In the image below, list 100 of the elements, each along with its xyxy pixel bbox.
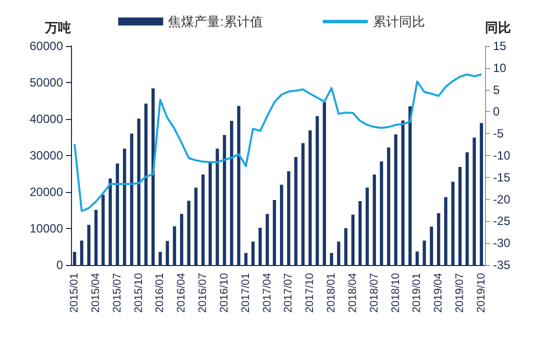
bar bbox=[216, 148, 219, 265]
y2-tick-label: -35 bbox=[493, 258, 511, 272]
bar bbox=[108, 178, 112, 265]
x-tick-label: 2015/10 bbox=[132, 273, 145, 313]
y-tick-label: 60000 bbox=[30, 39, 64, 53]
bar bbox=[258, 228, 262, 265]
y-axis-title: 万吨 bbox=[44, 20, 71, 35]
bar bbox=[366, 188, 369, 265]
bar bbox=[294, 156, 298, 265]
x-tick-label: 2018/07 bbox=[368, 273, 380, 313]
bar bbox=[287, 171, 290, 265]
bar bbox=[280, 184, 284, 265]
x-tick-label: 2017/10 bbox=[304, 273, 316, 313]
bar bbox=[337, 242, 340, 265]
x-tick-label: 2018/04 bbox=[346, 273, 359, 313]
y2-tick-label: 0 bbox=[493, 104, 500, 119]
legend-label: 累计同比 bbox=[372, 14, 425, 29]
bar bbox=[187, 200, 190, 265]
bar bbox=[301, 143, 305, 265]
y2-tick-label: -30 bbox=[493, 236, 511, 250]
y2-tick-label: -25 bbox=[493, 214, 511, 228]
y-tick-label: 40000 bbox=[30, 112, 64, 126]
bar bbox=[116, 164, 120, 265]
bar bbox=[122, 148, 126, 265]
bar bbox=[408, 106, 412, 265]
bar bbox=[372, 174, 376, 265]
bar bbox=[130, 134, 134, 265]
bar bbox=[444, 197, 448, 265]
bar bbox=[351, 214, 355, 265]
x-tick-label: 2016/01 bbox=[154, 273, 166, 313]
bar bbox=[244, 252, 248, 265]
y2-tick-label: -5 bbox=[493, 126, 504, 141]
bar bbox=[458, 166, 462, 265]
y2-tick-label: -10 bbox=[493, 148, 511, 162]
x-tick-label: 2019/04 bbox=[432, 273, 445, 313]
x-tick-label: 2018/10 bbox=[390, 273, 402, 313]
y-tick-label: 10000 bbox=[30, 222, 64, 236]
bar bbox=[201, 174, 205, 265]
bar bbox=[322, 102, 326, 265]
bar bbox=[422, 240, 426, 265]
bar bbox=[87, 224, 90, 265]
legend-label: 焦煤产量:累计值 bbox=[168, 14, 263, 29]
x-tick-label: 2018/01 bbox=[326, 273, 338, 313]
y2-tick-label: 15 bbox=[493, 39, 507, 53]
y2-axis-title: 同比 bbox=[485, 20, 511, 35]
bar bbox=[416, 251, 419, 265]
bar bbox=[180, 214, 184, 265]
bar bbox=[266, 214, 269, 265]
y2-tick-label: 5 bbox=[493, 82, 500, 97]
bar bbox=[436, 213, 440, 265]
y2-tick-label: -20 bbox=[493, 192, 511, 206]
x-tick-label: 2016/10 bbox=[218, 273, 230, 313]
x-tick-label: 2017/07 bbox=[282, 273, 295, 313]
bar bbox=[480, 123, 484, 265]
bar bbox=[144, 104, 148, 265]
bar bbox=[222, 135, 226, 265]
bar bbox=[137, 118, 140, 265]
bar bbox=[208, 162, 212, 265]
bar bbox=[344, 228, 348, 265]
x-tick-label: 2019/07 bbox=[454, 273, 466, 313]
line-series bbox=[74, 73, 482, 212]
x-tick-label: 2016/04 bbox=[176, 273, 188, 313]
bar bbox=[272, 200, 276, 265]
bar bbox=[158, 252, 162, 265]
bar bbox=[316, 116, 319, 265]
bar bbox=[330, 252, 334, 265]
bar bbox=[401, 120, 405, 265]
bar bbox=[237, 106, 240, 265]
bar bbox=[308, 130, 312, 265]
y-tick-label: 0 bbox=[56, 258, 64, 272]
bar bbox=[172, 226, 176, 265]
bar bbox=[472, 138, 476, 265]
bar bbox=[394, 134, 398, 265]
bar bbox=[194, 188, 198, 265]
y-tick-label: 20000 bbox=[30, 185, 64, 199]
x-tick-label: 2019/01 bbox=[411, 273, 424, 313]
x-tick-label: 2016/07 bbox=[197, 273, 210, 313]
bar bbox=[166, 240, 169, 265]
x-tick-label: 2017/01 bbox=[240, 273, 252, 313]
x-tick-label: 2017/04 bbox=[261, 273, 274, 313]
bar bbox=[102, 194, 105, 265]
bar bbox=[466, 152, 469, 265]
y-tick-label: 50000 bbox=[30, 76, 64, 90]
y2-tick-label: -15 bbox=[493, 170, 511, 184]
x-tick-label: 2015/04 bbox=[90, 273, 102, 313]
bar bbox=[230, 120, 234, 265]
bar bbox=[451, 182, 454, 265]
bar bbox=[72, 252, 76, 265]
bar bbox=[94, 210, 98, 265]
bar bbox=[251, 242, 255, 265]
bar bbox=[358, 201, 362, 265]
x-tick-label: 2019/10 bbox=[475, 273, 488, 313]
x-tick-label: 2015/07 bbox=[111, 273, 124, 313]
bar bbox=[387, 147, 390, 265]
bar bbox=[430, 226, 434, 265]
y2-tick-label: 10 bbox=[493, 60, 507, 75]
y-tick-label: 30000 bbox=[30, 148, 64, 162]
bar bbox=[80, 240, 84, 265]
bar bbox=[380, 161, 384, 265]
x-tick-label: 2015/01 bbox=[68, 273, 81, 313]
